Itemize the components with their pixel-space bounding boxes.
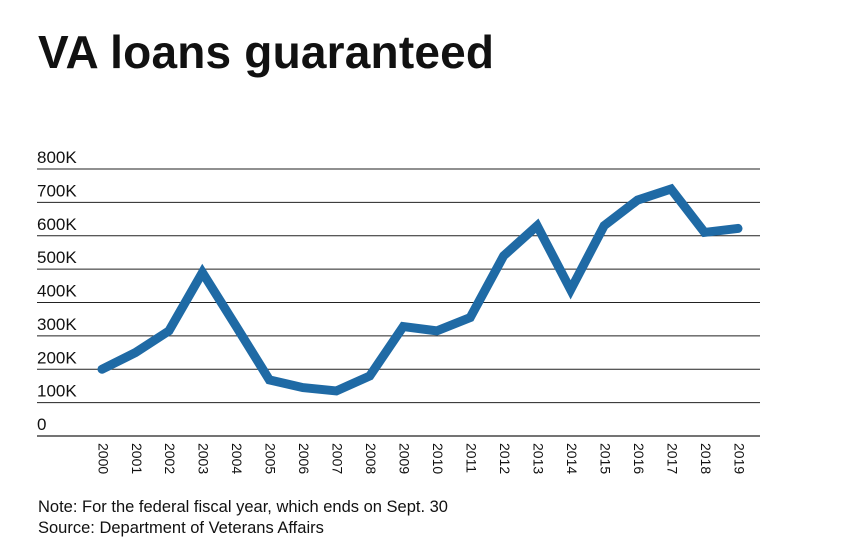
x-tick-label: 2001 xyxy=(129,443,145,474)
x-tick-label: 2005 xyxy=(263,443,279,474)
data-point-2015 xyxy=(603,225,605,227)
x-tick-label: 2017 xyxy=(664,443,680,474)
data-point-2002 xyxy=(168,330,170,332)
x-tick-label: 2004 xyxy=(229,443,245,474)
series-line xyxy=(97,183,743,396)
data-point-2012 xyxy=(503,255,505,257)
data-point-2017 xyxy=(670,188,672,190)
y-tick-label: 500K xyxy=(37,248,77,267)
chart-footnotes: Note: For the federal fiscal year, which… xyxy=(38,497,448,539)
x-tick-label: 2010 xyxy=(430,443,446,474)
x-tick-label: 2000 xyxy=(95,443,111,474)
y-tick-label: 800K xyxy=(37,148,77,167)
data-point-2011 xyxy=(469,317,471,319)
data-point-2010 xyxy=(436,330,438,332)
data-point-2013 xyxy=(536,225,538,227)
y-tick-label: 700K xyxy=(37,181,77,200)
data-point-2004 xyxy=(235,325,237,327)
x-tick-label: 2007 xyxy=(330,443,346,474)
x-tick-label: 2013 xyxy=(530,443,546,474)
x-tick-label: 2006 xyxy=(296,443,312,474)
x-tick-label: 2003 xyxy=(196,443,212,474)
y-tick-label: 200K xyxy=(37,348,77,367)
data-point-2014 xyxy=(570,289,572,291)
x-tick-label: 2012 xyxy=(497,443,513,474)
data-point-2006 xyxy=(302,387,304,389)
data-point-2005 xyxy=(268,379,270,381)
y-axis-labels: 0 100K 200K 300K 400K 500K 600K 700K 800K xyxy=(37,148,77,434)
y-tick-label: 0 xyxy=(37,415,46,434)
data-point-2003 xyxy=(201,271,203,273)
y-tick-label: 100K xyxy=(37,382,77,401)
x-tick-label: 2002 xyxy=(162,443,178,474)
x-tick-label: 2018 xyxy=(698,443,714,474)
gridlines xyxy=(37,168,760,437)
data-point-2018 xyxy=(704,231,706,233)
x-tick-label: 2008 xyxy=(363,443,379,474)
y-tick-label: 300K xyxy=(37,315,77,334)
source-text: Source: Department of Veterans Affairs xyxy=(38,519,324,537)
data-point-2008 xyxy=(369,375,371,377)
x-tick-label: 2014 xyxy=(564,443,580,474)
x-axis-labels: 2000 2001 2002 2003 2004 2005 2006 2007 2008 2009… xyxy=(95,443,747,474)
x-tick-label: 2019 xyxy=(731,443,747,474)
x-tick-label: 2015 xyxy=(597,443,613,474)
chart-title: VA loans guaranteed xyxy=(38,26,495,78)
data-point-2001 xyxy=(134,352,136,354)
x-tick-label: 2009 xyxy=(397,443,413,474)
y-tick-label: 400K xyxy=(37,282,77,301)
data-point-2019 xyxy=(737,227,739,229)
x-tick-label: 2011 xyxy=(464,443,480,473)
series-layer xyxy=(97,183,743,396)
x-tick-label: 2016 xyxy=(631,443,647,474)
note-text: Note: For the federal fiscal year, which… xyxy=(38,498,448,516)
data-point-2000 xyxy=(101,368,103,370)
data-point-2009 xyxy=(402,326,404,328)
data-point-2016 xyxy=(637,199,639,201)
data-point-2007 xyxy=(335,390,337,392)
y-tick-label: 600K xyxy=(37,215,77,234)
